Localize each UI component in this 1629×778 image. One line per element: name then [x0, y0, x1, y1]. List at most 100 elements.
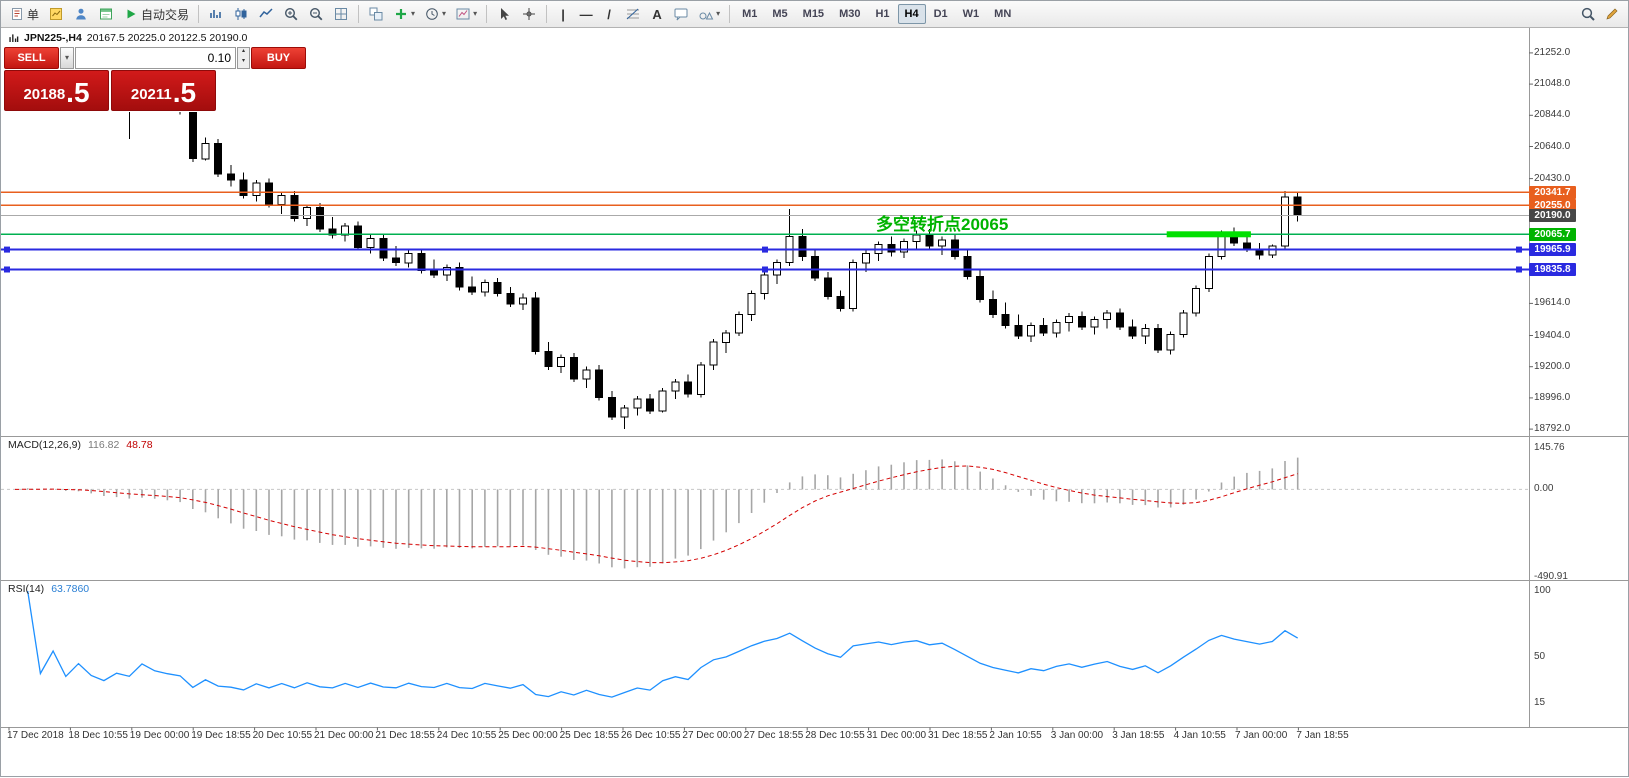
- periods-button[interactable]: ▾: [420, 3, 450, 25]
- edit-button[interactable]: [1600, 3, 1624, 25]
- terminal-icon: [100, 8, 113, 20]
- candle-chart-mode-button[interactable]: [229, 3, 253, 25]
- timeframe-button-m5[interactable]: M5: [772, 8, 788, 20]
- macd-value-signal: 48.78: [126, 439, 153, 451]
- time-tick-label: 31 Dec 00:00: [866, 730, 927, 741]
- text-tool-button[interactable]: A: [646, 3, 668, 25]
- market-watch-icon: [50, 8, 63, 20]
- line-chart-mode-button[interactable]: [254, 3, 278, 25]
- macd-label: MACD(12,26,9) 116.82 48.78: [8, 439, 153, 451]
- rsi-label: RSI(14) 63.7860: [8, 583, 89, 595]
- stepper-down-icon[interactable]: ▾: [241, 58, 245, 64]
- price-tick-label: 21252.0: [1534, 46, 1571, 58]
- grid-toggle-button[interactable]: [329, 3, 353, 25]
- timeframe-button-m15[interactable]: M15: [802, 8, 825, 20]
- chart-symbol-icon: [9, 33, 19, 42]
- sell-price-button[interactable]: 20188 .5: [4, 70, 109, 111]
- zoom-out-icon: [310, 7, 323, 21]
- template-icon: [456, 8, 470, 20]
- cursor-icon: [501, 8, 510, 20]
- candle-chart-icon: [235, 8, 247, 20]
- bar-chart-mode-button[interactable]: [204, 3, 228, 25]
- zoom-in-icon: [285, 7, 298, 21]
- timeframe-button-w1[interactable]: W1: [962, 8, 980, 20]
- horizontal-line-tool-button[interactable]: —: [575, 3, 597, 25]
- templates-caret-icon: ▾: [473, 9, 478, 18]
- clock-icon: [426, 8, 438, 20]
- search-button[interactable]: [1576, 3, 1600, 25]
- price-scale-badges: 20341.7 20255.0 20190.0 20065.7 19965.9 19835…: [1529, 1, 1577, 778]
- navigator-button[interactable]: [69, 3, 93, 25]
- price-tick-label: 20640.0: [1534, 140, 1571, 152]
- templates-button[interactable]: ▾: [451, 3, 481, 25]
- chart-ohlc-values: 20167.5 20225.0 20122.5 20190.0: [86, 32, 248, 44]
- grid-icon: [335, 8, 348, 20]
- time-tick-label: 4 Jan 10:55: [1173, 730, 1226, 741]
- timeframe-button-h4[interactable]: H4: [897, 4, 926, 24]
- fibonacci-tool-button[interactable]: [621, 3, 645, 25]
- timeframe-button-m1[interactable]: M1: [742, 8, 758, 20]
- time-tick-label: 27 Dec 18:55: [743, 730, 804, 741]
- buy-price-button[interactable]: 20211 .5: [111, 70, 216, 111]
- timeframe-button-m30[interactable]: M30: [839, 8, 861, 20]
- label-tool-button[interactable]: [669, 3, 693, 25]
- zoom-out-button[interactable]: [304, 3, 328, 25]
- autotrading-label: 自动交易: [141, 7, 190, 22]
- price-tick-label: 19614.0: [1534, 297, 1571, 309]
- horizontal-line-icon: —: [579, 6, 593, 22]
- volume-dropdown-button[interactable]: ▾: [60, 47, 74, 69]
- volume-input[interactable]: [75, 47, 236, 69]
- zoom-in-button[interactable]: [279, 3, 303, 25]
- stepper-up-icon[interactable]: ▴: [241, 48, 245, 54]
- time-tick-label: 26 Dec 10:55: [621, 730, 681, 741]
- time-tick-label: 25 Dec 00:00: [498, 730, 558, 741]
- chart-annotation-text[interactable]: 多空转折点20065: [876, 215, 1009, 234]
- time-tick-label: 19 Dec 18:55: [191, 730, 251, 741]
- indicators-button[interactable]: ▾: [389, 3, 419, 25]
- rsi-value: 63.7860: [51, 583, 90, 595]
- price-scale[interactable]: 21252.0 21048.0 20844.0 20640.0 20430.0 19614…: [1534, 1, 1626, 778]
- volume-stepper[interactable]: ▴ ▾: [237, 47, 250, 69]
- shapes-icon: [699, 11, 714, 20]
- macd-scale-zero: 0.00: [1534, 483, 1554, 495]
- timeframe-button-mn[interactable]: MN: [994, 8, 1012, 20]
- macd-scale-top: 145.76: [1534, 442, 1565, 453]
- time-scale[interactable]: 17 Dec 2018 18 Dec 10:55 19 Dec 00:00 19 De…: [1, 730, 1529, 748]
- time-tick-label: 24 Dec 10:55: [436, 730, 497, 741]
- vertical-line-icon: |: [561, 6, 565, 22]
- shapes-caret-icon: ▾: [716, 9, 721, 18]
- price-tick-label: 20844.0: [1534, 109, 1571, 121]
- toolbar-separator: [198, 5, 200, 23]
- timeframe-button-d1[interactable]: D1: [933, 8, 948, 20]
- time-tick-label: 21 Dec 18:55: [375, 730, 435, 741]
- shapes-tool-button[interactable]: ▾: [694, 3, 724, 25]
- price-badge: 20065.7: [1529, 227, 1576, 241]
- vertical-line-tool-button[interactable]: |: [552, 3, 574, 25]
- time-tick-label: 7 Jan 18:55: [1296, 730, 1349, 741]
- macd-name: MACD(12,26,9): [8, 439, 81, 451]
- crosshair-tool-button[interactable]: [517, 3, 541, 25]
- pencil-icon: [1606, 8, 1618, 20]
- price-tick-label: 19404.0: [1534, 329, 1571, 341]
- time-tick-label: 7 Jan 00:00: [1235, 730, 1288, 741]
- terminal-button[interactable]: [94, 3, 118, 25]
- cursor-tool-button[interactable]: [492, 3, 516, 25]
- bar-chart-icon: [210, 10, 221, 18]
- navigator-icon: [76, 8, 86, 20]
- rsi-scale-label: 50: [1534, 651, 1546, 662]
- toolbar-right-group: [1576, 3, 1624, 25]
- tile-windows-icon: [369, 7, 383, 21]
- buy-price-main: 20211: [130, 86, 172, 103]
- trendline-tool-button[interactable]: /: [598, 3, 620, 25]
- tile-windows-button[interactable]: [364, 3, 388, 25]
- autotrading-button[interactable]: 自动交易: [119, 3, 193, 25]
- buy-price-fraction: .5: [172, 77, 197, 108]
- indicators-caret-icon: ▾: [411, 9, 416, 18]
- buy-button[interactable]: BUY: [251, 47, 306, 69]
- sell-button[interactable]: SELL: [4, 47, 59, 69]
- new-order-button[interactable]: 单: [5, 3, 43, 25]
- timeframe-button-h1[interactable]: H1: [875, 8, 890, 20]
- market-watch-button[interactable]: [44, 3, 68, 25]
